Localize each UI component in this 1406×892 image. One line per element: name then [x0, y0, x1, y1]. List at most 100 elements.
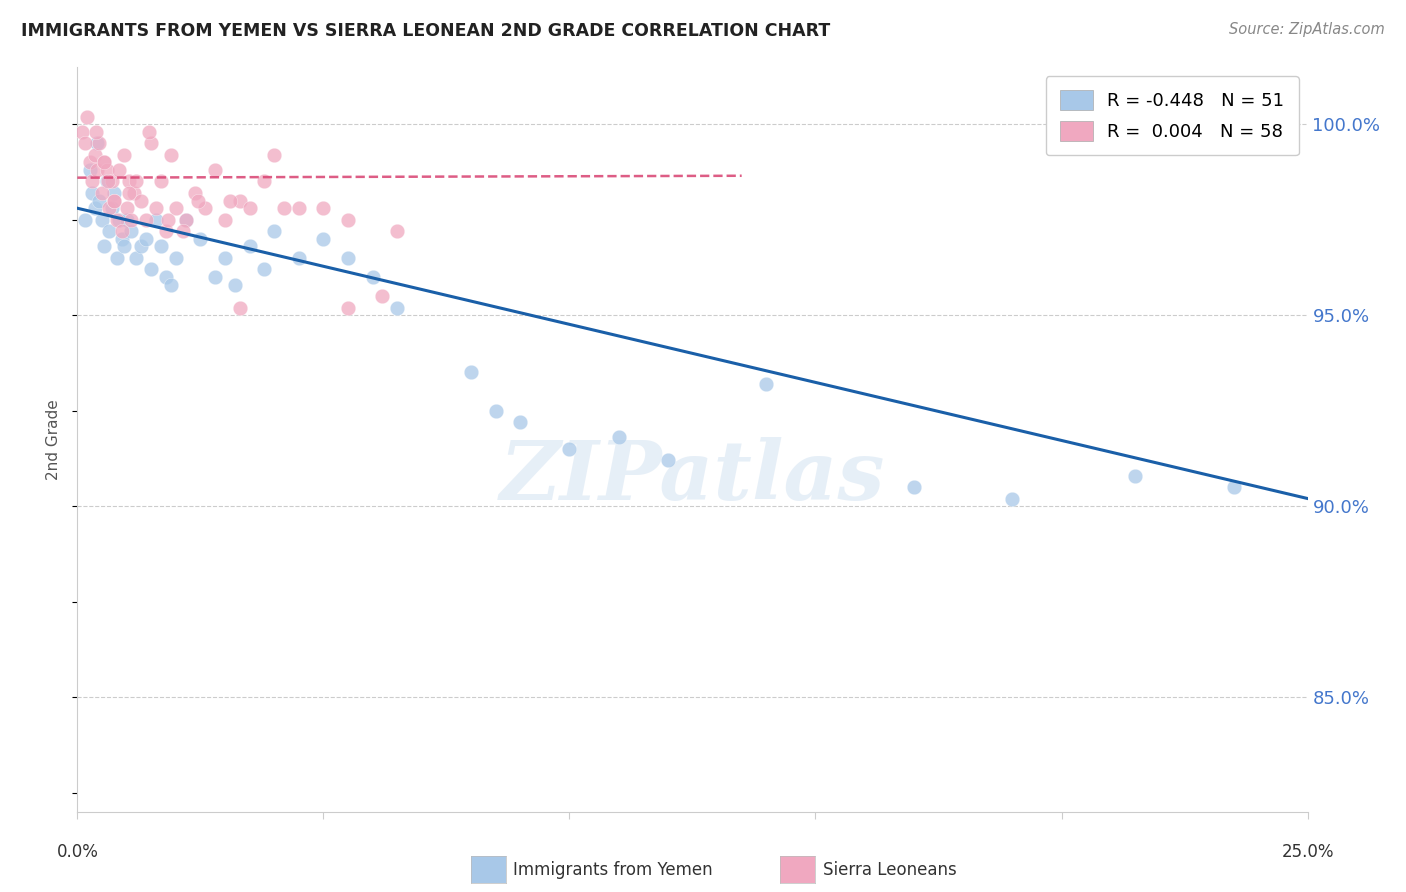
- Point: [253, 174, 276, 188]
- Point: [83, 147, 105, 161]
- Point: [288, 201, 311, 215]
- Point: [82, 186, 104, 200]
- Point: [82, 174, 104, 188]
- Point: [263, 224, 285, 238]
- Point: [337, 251, 360, 265]
- Point: [96, 174, 118, 188]
- Point: [1125, 468, 1147, 483]
- Point: [204, 163, 226, 178]
- Point: [337, 301, 360, 315]
- Point: [112, 147, 135, 161]
- Point: [607, 430, 630, 444]
- Point: [118, 186, 141, 200]
- Point: [361, 270, 384, 285]
- Point: [229, 194, 252, 208]
- Point: [90, 186, 114, 200]
- Point: [76, 110, 98, 124]
- Point: [73, 136, 96, 151]
- Point: [150, 174, 173, 188]
- Point: [229, 301, 252, 315]
- Point: [194, 201, 217, 215]
- Point: [97, 174, 120, 188]
- Point: [105, 251, 128, 265]
- Point: [141, 136, 163, 151]
- Point: [903, 480, 925, 494]
- Text: IMMIGRANTS FROM YEMEN VS SIERRA LEONEAN 2ND GRADE CORRELATION CHART: IMMIGRANTS FROM YEMEN VS SIERRA LEONEAN …: [21, 22, 831, 40]
- Point: [184, 186, 207, 200]
- Point: [89, 136, 111, 151]
- Point: [160, 277, 183, 292]
- Point: [93, 155, 115, 169]
- Point: [122, 186, 145, 200]
- Point: [755, 376, 778, 391]
- Point: [103, 194, 125, 208]
- Point: [121, 224, 143, 238]
- Text: Sierra Leoneans: Sierra Leoneans: [823, 861, 956, 879]
- Point: [79, 155, 101, 169]
- Point: [509, 415, 531, 429]
- Point: [558, 442, 581, 456]
- Point: [387, 224, 409, 238]
- Point: [214, 212, 236, 227]
- Point: [145, 212, 167, 227]
- Point: [101, 174, 124, 188]
- Point: [93, 239, 115, 253]
- Point: [190, 232, 212, 246]
- Point: [174, 212, 197, 227]
- Point: [103, 194, 125, 208]
- Point: [70, 125, 93, 139]
- Point: [115, 201, 138, 215]
- Point: [112, 239, 135, 253]
- Point: [214, 251, 236, 265]
- Point: [101, 201, 124, 215]
- Point: [312, 232, 335, 246]
- Point: [103, 186, 125, 200]
- Point: [288, 251, 311, 265]
- Point: [131, 194, 153, 208]
- Point: [108, 163, 131, 178]
- Legend: R = -0.448   N = 51, R =  0.004   N = 58: R = -0.448 N = 51, R = 0.004 N = 58: [1046, 76, 1299, 155]
- Point: [86, 136, 108, 151]
- Point: [121, 212, 143, 227]
- Point: [83, 201, 105, 215]
- Point: [131, 239, 153, 253]
- Point: [219, 194, 242, 208]
- Point: [273, 201, 295, 215]
- Point: [138, 125, 160, 139]
- Point: [1223, 480, 1246, 494]
- Point: [118, 174, 141, 188]
- Point: [263, 147, 285, 161]
- Point: [135, 212, 157, 227]
- Point: [111, 224, 134, 238]
- Point: [105, 212, 128, 227]
- Point: [79, 163, 101, 178]
- Point: [224, 277, 246, 292]
- Point: [93, 155, 115, 169]
- Point: [239, 201, 262, 215]
- Point: [371, 289, 394, 303]
- Y-axis label: 2nd Grade: 2nd Grade: [46, 399, 62, 480]
- Point: [485, 403, 508, 417]
- Point: [150, 239, 173, 253]
- Text: Immigrants from Yemen: Immigrants from Yemen: [513, 861, 713, 879]
- Point: [86, 163, 108, 178]
- Point: [155, 224, 177, 238]
- Point: [165, 201, 187, 215]
- Point: [145, 201, 167, 215]
- Point: [337, 212, 360, 227]
- Point: [98, 224, 121, 238]
- Point: [174, 212, 197, 227]
- Point: [96, 163, 118, 178]
- Point: [135, 232, 157, 246]
- Text: 0.0%: 0.0%: [56, 843, 98, 861]
- Text: ZIPatlas: ZIPatlas: [499, 436, 886, 516]
- Point: [312, 201, 335, 215]
- Point: [115, 212, 138, 227]
- Point: [90, 212, 114, 227]
- Point: [155, 270, 177, 285]
- Point: [157, 212, 180, 227]
- Point: [125, 251, 148, 265]
- Point: [460, 366, 482, 380]
- Point: [89, 194, 111, 208]
- Point: [84, 125, 107, 139]
